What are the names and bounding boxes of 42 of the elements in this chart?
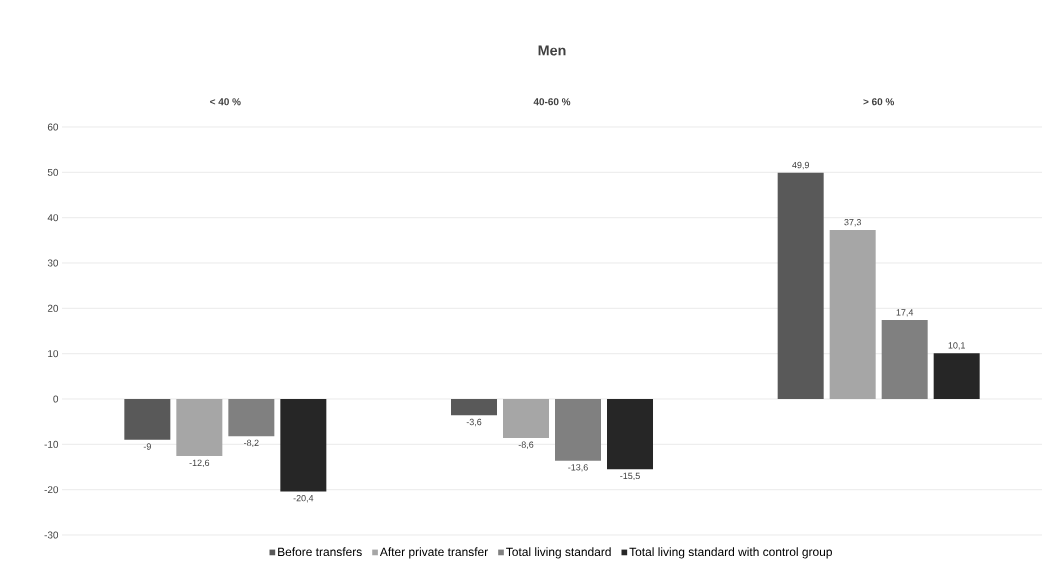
data-label: -8,6 [518, 441, 534, 449]
y-tick-label: 10 [48, 350, 59, 358]
bar [228, 399, 275, 437]
bar [176, 399, 223, 457]
bar [280, 399, 327, 492]
data-label: 17,4 [896, 309, 914, 317]
y-tick-label: 40 [47, 214, 59, 222]
bar [933, 353, 980, 399]
y-tick-label: 50 [47, 168, 59, 176]
bar [881, 320, 928, 399]
y-tick-label: 30 [47, 259, 59, 267]
bar [451, 399, 497, 416]
legend-label: Before transfers [278, 547, 362, 557]
data-label: 10,1 [948, 342, 965, 350]
bar [503, 399, 549, 438]
x-tick-label: > 60 % [863, 98, 895, 106]
data-label: 49,9 [792, 161, 809, 170]
data-label: -3,6 [466, 418, 482, 427]
x-tick-label: 40-60 % [533, 98, 571, 106]
bar [777, 172, 824, 399]
y-tick-label: 60 [47, 123, 59, 131]
data-label: -20,4 [293, 495, 314, 503]
y-tick-label: 20 [47, 304, 59, 312]
y-tick-label: -30 [44, 531, 59, 539]
legend-label: After private transfer [379, 547, 488, 559]
y-tick-label: 0 [53, 395, 59, 403]
data-label: -12,6 [189, 459, 210, 468]
legend-label: Total living standard with control group [629, 547, 832, 559]
y-tick-label: -20 [44, 486, 59, 494]
data-label: 37,3 [844, 218, 862, 227]
bar [829, 229, 876, 399]
legend-label: Total living standard [506, 547, 611, 559]
bar [124, 399, 171, 440]
chart-title: Men [538, 45, 566, 56]
bar [607, 399, 654, 470]
data-label: -13,6 [568, 464, 588, 472]
bar [555, 399, 601, 461]
data-label: -9 [143, 443, 151, 450]
y-tick-label: -10 [44, 440, 59, 448]
data-label: -8,2 [244, 439, 259, 448]
x-tick-label: < 40 % [210, 98, 241, 106]
data-label: -15,5 [620, 472, 640, 481]
